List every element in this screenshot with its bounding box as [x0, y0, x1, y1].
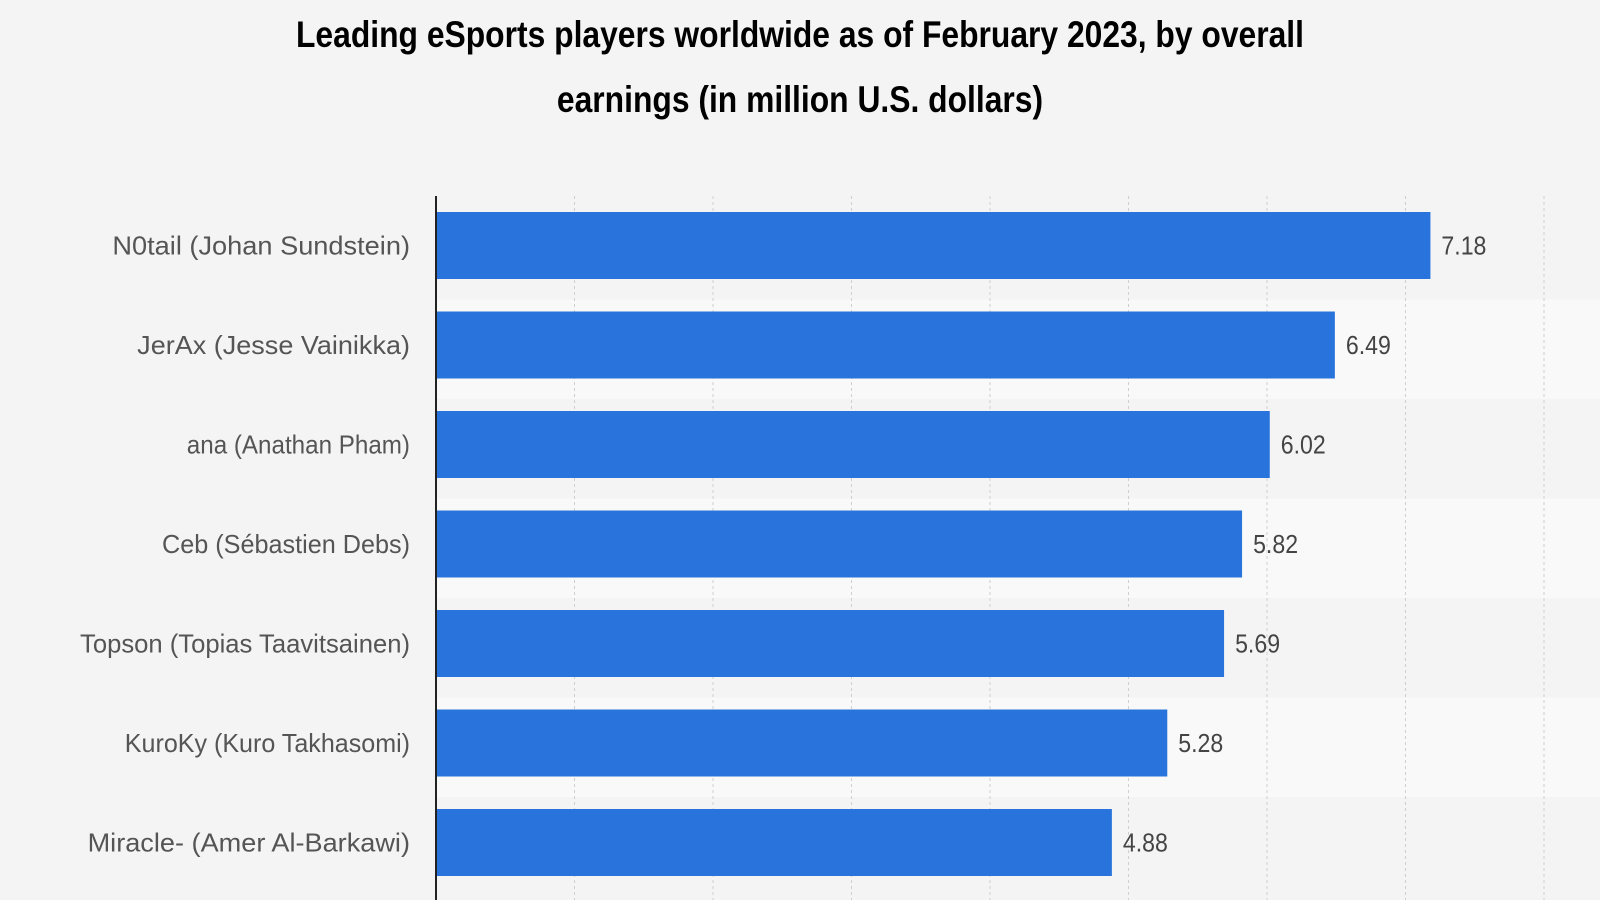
- bar: [436, 709, 1168, 777]
- category-label: JerAx (Jesse Vainikka): [137, 330, 410, 360]
- value-label: 5.82: [1253, 529, 1298, 559]
- value-label: 7.18: [1441, 231, 1486, 261]
- category-label: KuroKy (Kuro Takhasomi): [125, 728, 410, 758]
- chart-title: Leading eSports players worldwide as of …: [295, 14, 1304, 120]
- bar: [436, 311, 1335, 379]
- category-label: N0tail (Johan Sundstein): [112, 231, 410, 261]
- bar: [436, 610, 1225, 677]
- category-label: Topson (Topias Taavitsainen): [80, 629, 410, 659]
- bar: [436, 510, 1243, 578]
- bar: [436, 809, 1112, 876]
- category-label: Miracle- (Amer Al-Barkawi): [88, 828, 410, 858]
- category-label: Ceb (Sébastien Debs): [162, 529, 410, 559]
- value-label: 6.02: [1281, 430, 1326, 460]
- category-label: ana (Anathan Pham): [187, 430, 410, 460]
- labels: N0tail (Johan Sundstein) 7.18 JerAx (Jesse…: [80, 231, 1486, 858]
- value-label: 4.88: [1123, 828, 1168, 858]
- bar: [436, 212, 1431, 279]
- value-label: 5.69: [1235, 629, 1280, 659]
- bar: [436, 411, 1270, 478]
- value-label: 6.49: [1346, 330, 1391, 360]
- value-label: 5.28: [1178, 728, 1223, 758]
- bars: [436, 212, 1431, 876]
